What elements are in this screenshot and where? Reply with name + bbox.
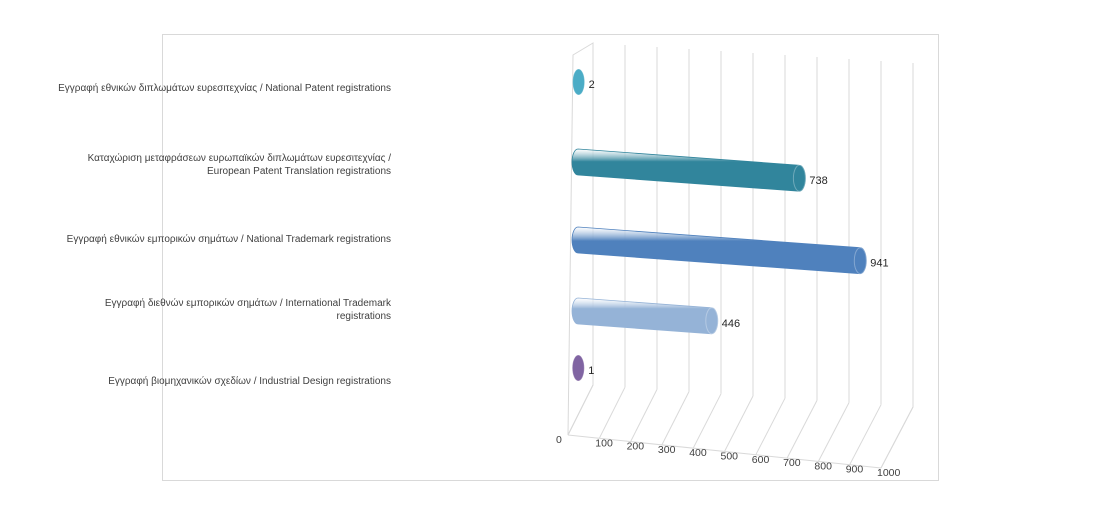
floor-gridline [724, 395, 754, 452]
value-label: 941 [870, 258, 888, 270]
value-label: 1 [588, 365, 594, 377]
x-tick-label: 700 [783, 457, 801, 469]
x-tick-label: 800 [814, 460, 832, 472]
floor-gridline [849, 404, 882, 465]
floor-gridline [755, 397, 786, 456]
bar-body [571, 226, 867, 275]
category-label-national-patent: Εγγραφή εθνικών διπλωμάτων ευρεσιτεχνίας… [58, 83, 391, 94]
floor-gridline [661, 391, 690, 446]
bar-body [571, 297, 719, 335]
x-tick-label: 300 [658, 444, 676, 456]
category-label-national-trademark: Εγγραφή εθνικών εμπορικών σημάτων / Nati… [66, 234, 391, 245]
x-tick-label: 400 [689, 447, 707, 459]
floor-gridline [817, 402, 850, 462]
x-tick-label: 900 [846, 464, 864, 476]
chart-plot-area: 0 100 200 300 400 500 600 700 800 900 1000 2 738 941… [556, 42, 914, 479]
bar-end-cap [792, 164, 806, 192]
bar-end-cap [705, 307, 719, 335]
gridlines [567, 42, 914, 469]
bar [572, 68, 586, 96]
value-label: 738 [809, 175, 827, 187]
bar-end-cap [572, 68, 586, 96]
x-tick-label: 100 [595, 437, 613, 449]
bars [571, 68, 867, 382]
bar [571, 148, 806, 192]
floor-right-edge [880, 406, 914, 469]
x-tick-label: 1000 [877, 467, 901, 479]
bar [571, 226, 867, 275]
bar [571, 354, 585, 382]
chart-frame: 0 100 200 300 400 500 600 700 800 900 1000 2 738 941… [58, 34, 939, 481]
bar-end-cap [571, 354, 585, 382]
category-label-european-patent-translation: Καταχώριση μεταφράσεων ευρωπαϊκών διπλωμ… [87, 153, 391, 177]
x-tick-label: 600 [752, 454, 770, 466]
data-labels: 2 738 941 446 1 [588, 79, 888, 377]
bar-end-cap [853, 247, 867, 275]
bar [571, 297, 719, 335]
floor-front-edge [567, 434, 882, 469]
floor-gridline [786, 400, 818, 459]
x-tick-label: 200 [627, 441, 645, 453]
x-axis-ticks: 0 100 200 300 400 500 600 700 800 900 1000 [556, 434, 901, 479]
floor-gridline [630, 389, 658, 442]
x-tick-label: 0 [556, 434, 562, 446]
floor-gridline [692, 393, 722, 449]
x-tick-label: 500 [721, 451, 739, 463]
value-label: 2 [589, 79, 595, 91]
floor-gridline [598, 386, 626, 439]
category-label-international-trademark: Εγγραφή διεθνών εμπορικών σημάτων / Inte… [104, 298, 391, 322]
value-label: 446 [722, 318, 740, 330]
category-label-industrial-design: Εγγραφή βιομηχανικών σχεδίων / Industria… [108, 376, 391, 387]
